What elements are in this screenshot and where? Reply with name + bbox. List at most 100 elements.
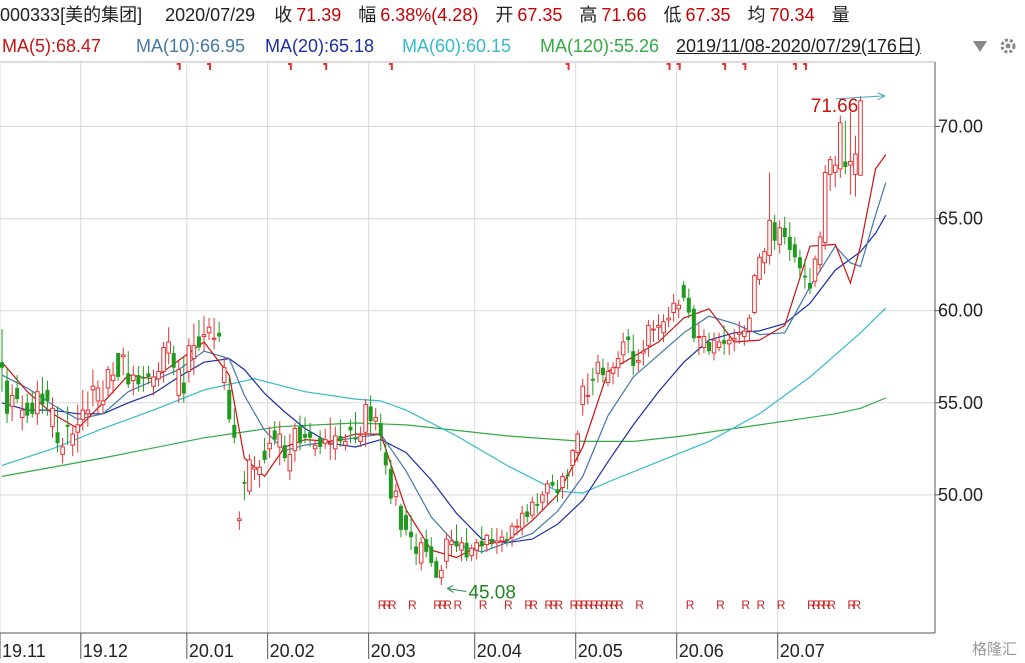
candle-body	[489, 539, 494, 543]
bottom-event-marker: R	[807, 598, 816, 612]
candle	[136, 365, 141, 392]
candle-body	[242, 481, 247, 484]
candle-body	[555, 489, 560, 494]
candle	[752, 273, 757, 315]
x-tick-label: 20.07	[780, 641, 825, 661]
top-event-marker	[666, 63, 671, 70]
y-tick-label: 65.00	[938, 209, 983, 229]
gear-icon[interactable]	[998, 36, 1018, 56]
candle	[217, 321, 222, 342]
candle-body	[843, 161, 848, 167]
candle	[45, 380, 50, 416]
candle-body	[742, 330, 747, 337]
candle-body	[681, 284, 686, 298]
candle	[318, 430, 323, 455]
legend-ma10: MA(10):66.95	[136, 36, 246, 56]
candle	[303, 417, 307, 444]
candle	[100, 380, 106, 414]
candle	[242, 470, 247, 501]
candle	[570, 448, 575, 477]
candle	[414, 533, 419, 565]
candle-body	[540, 494, 545, 503]
candle	[858, 95, 863, 176]
candle-body	[792, 244, 797, 258]
candle	[201, 316, 207, 352]
legend-ma60: MA(60):60.15	[402, 36, 512, 56]
candle	[444, 533, 449, 569]
candle	[529, 496, 535, 519]
candle-body	[585, 394, 591, 397]
candle	[252, 456, 257, 481]
quote-date: 2020/07/29	[165, 5, 256, 25]
candle-body	[827, 159, 833, 175]
top-event-marker	[742, 63, 747, 70]
quote-header: 000333[美的集团] 2020/07/29 收 71.39 幅 6.38%(4.…	[0, 0, 1025, 30]
candle	[509, 522, 515, 547]
top-event-marker	[722, 63, 727, 70]
candle-body	[181, 382, 186, 394]
candle	[424, 529, 429, 558]
triangle-down-icon[interactable]	[970, 36, 990, 56]
candle	[777, 220, 783, 254]
candle	[297, 415, 302, 451]
top-event-marker	[287, 63, 292, 70]
bottom-event-marker: R	[595, 598, 604, 612]
candle	[166, 327, 171, 365]
candle	[792, 236, 797, 263]
candle-body	[509, 525, 515, 538]
candle-body	[691, 308, 696, 339]
candle	[626, 329, 631, 354]
candle-body	[272, 430, 277, 440]
candle	[237, 511, 242, 530]
candle-body	[414, 546, 419, 554]
candle-body	[383, 452, 388, 466]
high-value: 71.66	[601, 5, 647, 25]
candle	[711, 332, 717, 361]
candle	[141, 365, 146, 392]
candle	[540, 491, 545, 512]
candle	[701, 329, 707, 354]
candle	[762, 248, 767, 274]
candle	[373, 408, 378, 431]
candle	[80, 389, 86, 431]
candle-body	[368, 406, 373, 422]
candle-body	[671, 302, 676, 314]
candle	[409, 515, 414, 551]
candle	[560, 472, 565, 499]
candle-body	[832, 164, 838, 174]
candle-body	[464, 542, 469, 558]
date-range[interactable]: 2019/11/08-2020/07/29(176日)	[676, 36, 921, 56]
low-value: 67.35	[685, 5, 731, 25]
volume-label: 量	[831, 5, 850, 25]
candle	[161, 341, 166, 383]
x-tick-label: 20.06	[679, 641, 724, 661]
x-tick-label: 20.03	[371, 641, 416, 661]
bottom-event-marker: R	[555, 598, 564, 612]
candle	[726, 336, 732, 355]
bottom-event-marker: R	[524, 598, 533, 612]
candle-body	[120, 354, 126, 358]
candle-body	[30, 402, 35, 414]
candle	[181, 356, 186, 403]
candle-body	[529, 501, 535, 516]
candle-body	[247, 459, 252, 492]
candle-body	[105, 369, 111, 389]
candle	[429, 537, 434, 567]
candle-body	[444, 538, 449, 562]
candle	[439, 564, 444, 586]
candle-body	[646, 324, 651, 347]
candle	[40, 376, 45, 414]
candle	[404, 507, 408, 536]
candle	[358, 426, 363, 447]
candle-body	[656, 324, 661, 328]
candle-body	[570, 450, 575, 466]
candle	[348, 419, 353, 444]
candle-body	[777, 227, 783, 245]
candle	[636, 349, 641, 372]
candle	[822, 165, 828, 250]
candle-body	[519, 512, 525, 529]
candle	[196, 319, 201, 352]
bottom-event-marker: R	[827, 598, 836, 612]
candle	[95, 380, 101, 414]
